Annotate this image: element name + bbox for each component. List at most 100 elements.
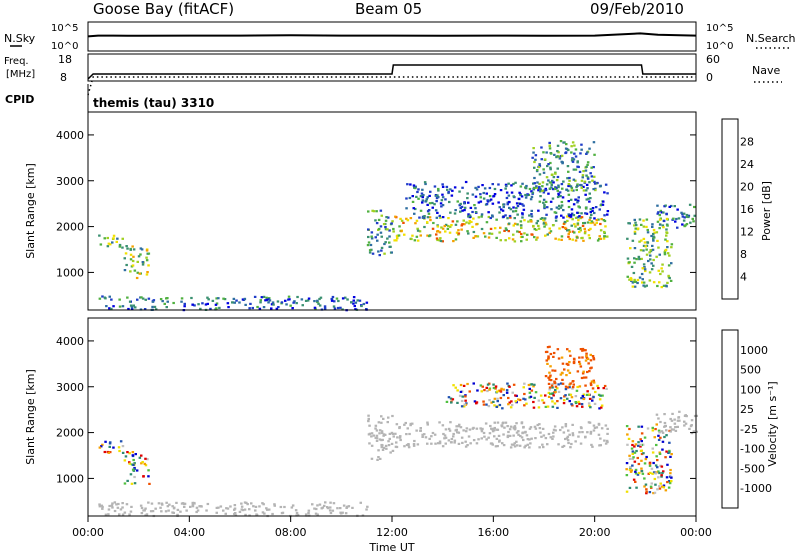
- scatter-cell: [541, 427, 545, 430]
- scatter-cell: [399, 217, 402, 220]
- scatter-cell: [554, 388, 557, 392]
- scatter-cell: [270, 303, 274, 306]
- scatter-cell: [491, 202, 495, 205]
- scatter-cell: [271, 512, 274, 516]
- scatter-cell: [98, 503, 101, 506]
- scatter-cell: [399, 438, 402, 442]
- scatter-cell: [551, 392, 554, 395]
- scatter-cell: [658, 281, 661, 284]
- scatter-cell: [632, 478, 636, 481]
- noise-sky-line: [87, 32, 697, 38]
- scatter-cell: [429, 219, 432, 222]
- scatter-cell: [594, 187, 597, 190]
- scatter-cell: [450, 401, 453, 404]
- scatter-cell: [460, 405, 464, 408]
- scatter-cell: [585, 352, 588, 355]
- nave-line: [87, 76, 696, 96]
- scatter-cell: [365, 508, 368, 511]
- scatter-cell: [585, 152, 588, 155]
- scatter-cell: [123, 459, 127, 462]
- scatter-cell: [507, 182, 510, 185]
- scatter-cell: [540, 158, 543, 161]
- scatter-cell: [631, 285, 635, 288]
- scatter-cell: [444, 198, 447, 201]
- scatter-cell: [576, 160, 579, 163]
- scatter-cell: [687, 214, 691, 217]
- scatter-cell: [693, 214, 696, 217]
- scatter-cell: [512, 434, 515, 437]
- scatter-cell: [634, 280, 638, 283]
- scatter-cell: [524, 196, 528, 199]
- scatter-cell: [374, 427, 377, 430]
- scatter-cell: [233, 507, 237, 510]
- scatter-cell: [119, 508, 123, 511]
- scatter-cell: [121, 305, 125, 308]
- scatter-cell: [530, 437, 533, 440]
- scatter-cell: [437, 187, 440, 191]
- scatter-cell: [553, 211, 557, 214]
- scatter-cell: [421, 196, 424, 199]
- scatter-cell: [544, 200, 548, 203]
- scatter-cell: [651, 426, 654, 429]
- scatter-cell: [358, 299, 362, 302]
- scatter-cell: [528, 396, 531, 399]
- scatter-cell: [382, 446, 386, 449]
- scatter-cell: [126, 247, 129, 250]
- scatter-cell: [649, 249, 652, 252]
- scatter-cell: [470, 220, 473, 223]
- scatter-cell: [381, 448, 385, 451]
- scatter-cell: [473, 400, 477, 403]
- scatter-cell: [669, 417, 672, 421]
- scatter-cell: [121, 451, 125, 454]
- scatter-cell: [656, 466, 659, 469]
- scatter-cell: [586, 176, 590, 179]
- scatter-cell: [546, 206, 549, 209]
- scatter-cell: [125, 503, 129, 506]
- scatter-cell: [652, 228, 656, 232]
- scatter-cell: [368, 249, 372, 252]
- scatter-cell: [666, 481, 669, 484]
- scatter-cell: [441, 183, 444, 186]
- scatter-cell: [597, 433, 601, 436]
- scatter-cell: [562, 431, 566, 434]
- scatter-cell: [507, 222, 511, 225]
- scatter-cell: [215, 302, 219, 305]
- scatter-cell: [592, 358, 596, 361]
- scatter-cell: [390, 251, 393, 254]
- scatter-cell: [581, 349, 584, 352]
- scatter-cell: [637, 441, 640, 444]
- scatter-cell: [552, 435, 555, 438]
- scatter-cell: [566, 369, 570, 372]
- scatter-cell: [483, 187, 487, 190]
- scatter-cell: [380, 421, 383, 424]
- scatter-cell: [584, 212, 587, 215]
- scatter-cell: [396, 237, 399, 240]
- y-tick-label: 2000: [56, 221, 84, 234]
- scatter-cell: [139, 247, 143, 250]
- scatter-cell: [670, 246, 673, 249]
- scatter-cell: [581, 224, 585, 227]
- scatter-cell: [572, 360, 576, 364]
- scatter-cell: [502, 203, 506, 206]
- scatter-cell: [669, 468, 672, 472]
- scatter-cell: [573, 231, 576, 234]
- scatter-cell: [414, 185, 417, 188]
- scatter-cell: [570, 186, 574, 189]
- scatter-cell: [225, 507, 228, 510]
- scatter-cell: [339, 507, 342, 510]
- scatter-cell: [569, 215, 573, 218]
- scatter-cell: [590, 366, 593, 369]
- scatter-cell: [352, 302, 355, 305]
- scatter-cell: [645, 490, 648, 493]
- scatter-cell: [463, 403, 466, 406]
- scatter-cell: [375, 429, 379, 432]
- scatter-cell: [606, 210, 610, 213]
- scatter-cell: [589, 211, 592, 214]
- scatter-cell: [657, 246, 660, 249]
- scatter-cell: [130, 482, 134, 485]
- scatter-cell: [677, 217, 681, 220]
- scatter-cell: [559, 428, 562, 432]
- scatter-cell: [374, 436, 377, 439]
- scatter-cell: [590, 443, 593, 446]
